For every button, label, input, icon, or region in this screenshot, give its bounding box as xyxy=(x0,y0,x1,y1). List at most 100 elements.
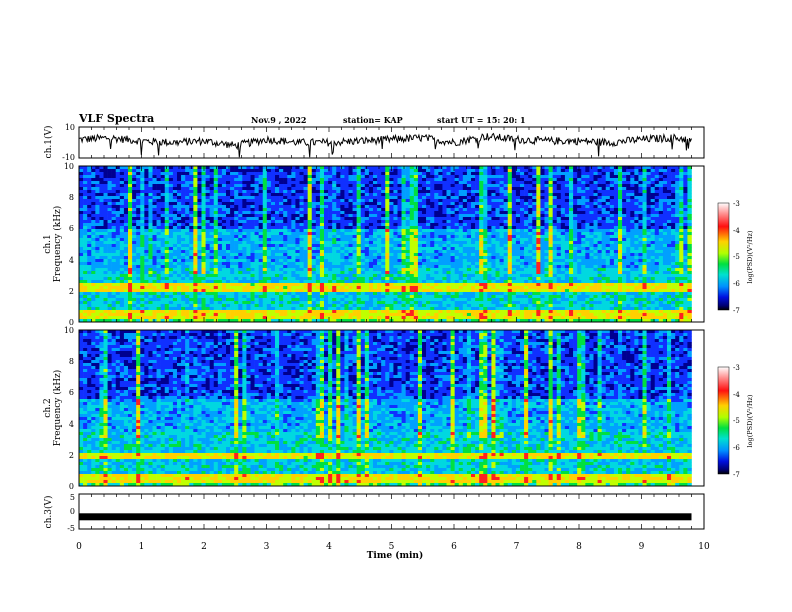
spectrogram-cell xyxy=(311,262,317,266)
spectrogram-cell xyxy=(634,187,639,191)
spectrogram-cell xyxy=(111,190,117,194)
spectrogram-cell xyxy=(348,178,353,182)
spectrogram-cell xyxy=(226,259,231,263)
spectrogram-cell xyxy=(654,178,660,182)
spectrogram-cell xyxy=(544,184,549,188)
spectrogram-cell xyxy=(356,208,362,212)
spectrogram-cell xyxy=(662,256,668,260)
spectrogram-cell xyxy=(319,223,325,227)
spectrogram-cell xyxy=(446,229,451,233)
spectrogram-cell xyxy=(311,208,317,212)
spectrogram-cell xyxy=(426,253,431,257)
spectrogram-cell xyxy=(299,238,304,242)
spectrogram-cell xyxy=(368,238,374,242)
spectrogram-cell xyxy=(373,169,378,173)
spectrogram-cell xyxy=(295,250,300,254)
spectrogram-cell xyxy=(144,211,149,215)
spectrogram-cell xyxy=(230,220,235,224)
spectrogram-cell xyxy=(83,244,88,248)
spectrogram-cell xyxy=(209,262,215,266)
spectrogram-cell xyxy=(560,190,566,194)
spectrogram-cell xyxy=(185,205,190,209)
spectrogram-cell xyxy=(687,208,692,212)
spectrogram-cell xyxy=(103,199,108,203)
spectrogram-cell xyxy=(128,259,133,263)
spectrogram-cell xyxy=(356,226,362,230)
spectrogram-cell xyxy=(573,259,578,263)
spectrogram-cell xyxy=(226,247,231,251)
spectrogram-cell xyxy=(205,223,210,227)
spectrogram-cell xyxy=(499,238,504,242)
spectrogram-cell xyxy=(683,199,688,203)
spectrogram-cell xyxy=(79,250,84,254)
spectrogram-cell xyxy=(115,211,121,215)
spectrogram-cell xyxy=(193,199,198,203)
spectrogram-cell xyxy=(156,220,161,224)
spectrogram-cell xyxy=(430,238,435,242)
spectrogram-cell xyxy=(299,244,304,248)
spectrogram-cell xyxy=(172,190,178,194)
spectrogram-cell xyxy=(638,226,643,230)
spectrogram-cell xyxy=(189,211,194,215)
spectrogram-cell xyxy=(471,196,476,200)
spectrogram-cell xyxy=(279,175,284,179)
spectrogram-cell xyxy=(152,178,157,182)
spectrogram-cell xyxy=(544,244,549,248)
spectrogram-cell xyxy=(389,235,394,239)
spectrogram-cell xyxy=(368,184,374,188)
spectrogram-cell xyxy=(532,187,537,191)
spectrogram-cell xyxy=(597,238,602,242)
spectrogram-cell xyxy=(291,223,296,227)
spectrogram-cell xyxy=(613,181,619,185)
spectrogram-cell xyxy=(287,235,292,239)
spectrogram-cell xyxy=(217,253,223,257)
spectrogram-cell xyxy=(687,226,692,230)
spectrogram-cell xyxy=(205,232,210,236)
spectrogram-cell xyxy=(295,229,300,233)
spectrogram-cell xyxy=(430,229,435,233)
spectrogram-cell xyxy=(605,181,611,185)
spectrogram-cell xyxy=(577,256,582,260)
spectrogram-cell xyxy=(454,238,460,242)
spectrogram-cell xyxy=(626,166,631,170)
spectrogram-cell xyxy=(532,250,537,254)
spectrogram-cell xyxy=(172,229,178,233)
spectrogram-cell xyxy=(140,241,145,245)
spectrogram-cell xyxy=(409,211,415,215)
spectrogram-cell xyxy=(417,172,423,176)
spectrogram-cell xyxy=(405,223,411,227)
spectrogram-cell xyxy=(132,190,137,194)
spectrogram-cell xyxy=(283,208,288,212)
spectrogram-cell xyxy=(79,202,84,206)
spectrogram-cell xyxy=(634,223,639,227)
spectrogram-cell xyxy=(181,184,186,188)
spectrogram-cell xyxy=(462,247,468,251)
spectrogram-cell xyxy=(548,229,553,233)
spectrogram-cell xyxy=(221,181,227,185)
spectrogram-cell xyxy=(213,217,219,221)
spectrogram-cell xyxy=(368,229,374,233)
spectrogram-cell xyxy=(560,184,566,188)
spectrogram-cell xyxy=(654,253,660,257)
spectrogram-cell xyxy=(168,235,174,239)
spectrogram-cell xyxy=(495,214,500,218)
spectrogram-cell xyxy=(213,244,219,248)
spectrogram-cell xyxy=(360,184,366,188)
spectrogram-cell xyxy=(279,223,284,227)
spectrogram-cell xyxy=(275,190,280,194)
spectrogram-cell xyxy=(213,184,219,188)
spectrogram-cell xyxy=(675,178,680,182)
spectrogram-cell xyxy=(662,250,668,254)
spectrogram-cell xyxy=(589,205,594,209)
spectrogram-cell xyxy=(295,232,300,236)
spectrogram-cell xyxy=(140,205,145,209)
spectrogram-cell xyxy=(626,187,631,191)
spectrogram-cell xyxy=(352,238,357,242)
spectrogram-cell xyxy=(185,235,190,239)
spectrogram-cell xyxy=(409,220,415,224)
spectrogram-cell xyxy=(646,223,651,227)
spectrogram-cell xyxy=(283,169,288,173)
spectrogram-cell xyxy=(160,256,166,260)
spectrogram-cell xyxy=(172,214,178,218)
spectrogram-cell xyxy=(446,199,451,203)
